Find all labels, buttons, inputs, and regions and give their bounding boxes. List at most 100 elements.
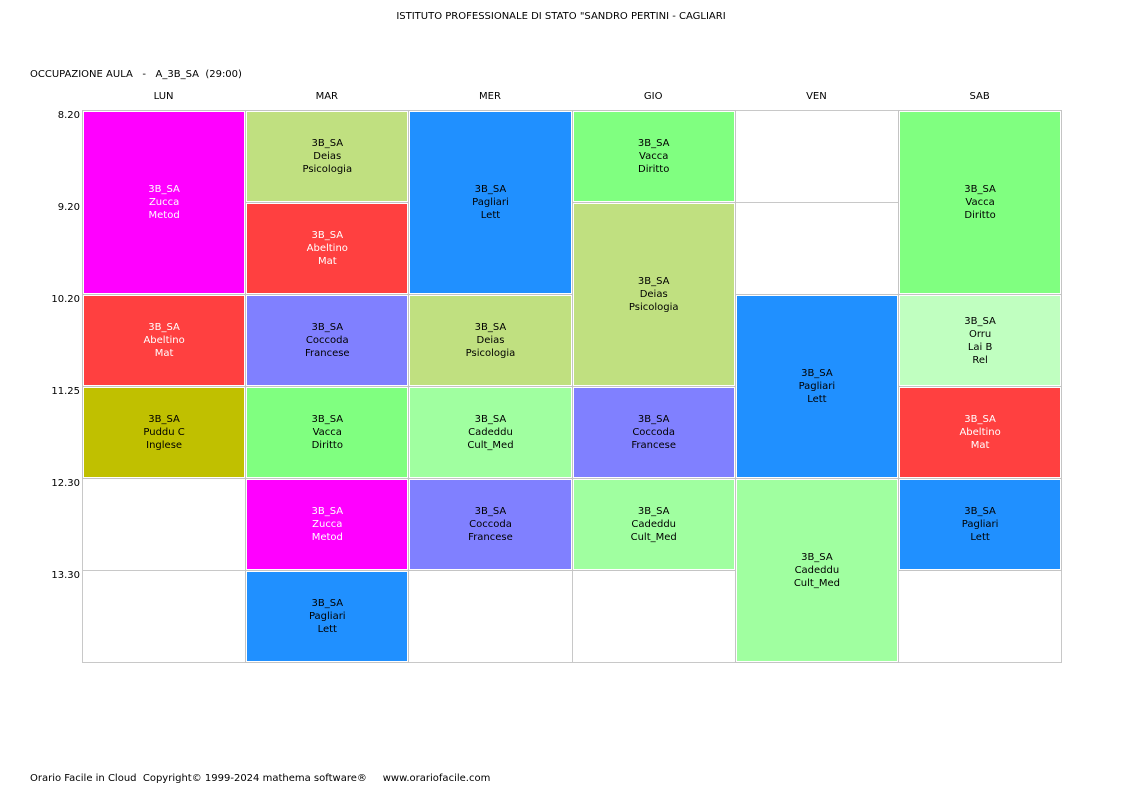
lesson-block[interactable]: 3B_SA Pagliari Lett xyxy=(408,110,573,295)
lesson-subject: Francese xyxy=(304,348,350,359)
grid-column-line xyxy=(408,111,410,663)
lesson-block[interactable]: 3B_SA Cadeddu Cult_Med xyxy=(734,478,899,663)
lesson-teacher: Puddu C xyxy=(143,427,185,438)
lesson-block[interactable]: 3B_SA Zucca Metod xyxy=(81,110,247,295)
lesson-teacher: Orru xyxy=(968,328,992,340)
lesson-teacher: Zucca xyxy=(148,197,180,208)
lesson-subject: Metod xyxy=(311,532,343,543)
lesson-class: 3B_SA xyxy=(474,506,507,517)
lesson-subject: Francese xyxy=(468,532,513,543)
day-header-lun: LUN xyxy=(153,91,174,102)
lesson-class: 3B_SA xyxy=(964,184,996,195)
lesson-class: 3B_SA xyxy=(148,414,180,425)
lesson-subject: Inglese xyxy=(146,440,183,451)
time-label: 8.20 xyxy=(57,110,80,121)
lesson-class: 3B_SA xyxy=(311,138,344,149)
lesson-block[interactable]: 3B_SA Abeltino Mat xyxy=(897,386,1063,479)
lesson-subject: Psicologia xyxy=(628,302,679,313)
lesson-block[interactable]: 3B_SA Deias Psicologia xyxy=(571,202,736,387)
lesson-teacher: Coccoda xyxy=(305,335,349,346)
time-label: 11.25 xyxy=(51,386,80,397)
lesson-teacher: Vacca xyxy=(312,427,342,438)
lesson-class: 3B_SA xyxy=(964,414,996,425)
lesson-block[interactable]: 3B_SA Deias Psicologia xyxy=(245,110,410,203)
lesson-subject: Cult_Med xyxy=(793,578,840,589)
lesson-teacher: Cadeddu xyxy=(631,519,677,530)
lesson-subject: Psicologia xyxy=(302,164,353,175)
lesson-block[interactable]: 3B_SA Vacca Diritto xyxy=(897,110,1063,295)
lesson-block[interactable]: 3B_SA Abeltino Mat xyxy=(81,294,247,387)
lesson-block[interactable]: 3B_SA Vacca Diritto xyxy=(245,386,410,479)
lesson-teacher: Lai B xyxy=(967,341,993,353)
lesson-class: 3B_SA xyxy=(474,184,507,195)
lesson-subject: Psicologia xyxy=(465,348,516,359)
grid-column-line xyxy=(1061,111,1063,663)
lesson-teacher: Cadeddu xyxy=(468,427,513,438)
time-label: 13.30 xyxy=(51,570,80,581)
grid-column-line xyxy=(245,111,247,663)
lesson-class: 3B_SA xyxy=(311,414,344,425)
lesson-teacher: Deias xyxy=(639,289,668,300)
day-header-mer: MER xyxy=(479,91,501,102)
lesson-block[interactable]: 3B_SA Coccoda Francese xyxy=(571,386,736,479)
lesson-subject: Diritto xyxy=(638,164,670,175)
lesson-class: 3B_SA xyxy=(311,230,344,241)
lesson-class: 3B_SA xyxy=(474,322,507,333)
lesson-block[interactable]: 3B_SA Pagliari Lett xyxy=(897,478,1063,571)
lesson-teacher: Pagliari xyxy=(798,381,836,392)
lesson-subject: Francese xyxy=(631,440,676,451)
lesson-block[interactable]: 3B_SA Pagliari Lett xyxy=(245,570,410,663)
lesson-block[interactable]: 3B_SA Coccoda Francese xyxy=(408,478,573,571)
lesson-block[interactable]: 3B_SA Vacca Diritto xyxy=(571,110,736,203)
grid-row-line xyxy=(83,662,1063,663)
lesson-class: 3B_SA xyxy=(637,414,670,425)
time-label: 10.20 xyxy=(51,294,80,305)
lesson-teacher: Coccoda xyxy=(469,519,512,530)
lesson-class: 3B_SA xyxy=(801,368,833,379)
lesson-subject: Cult_Med xyxy=(467,440,514,451)
lesson-class: 3B_SA xyxy=(474,414,507,425)
day-header-gio: GIO xyxy=(643,91,663,102)
lesson-teacher: Abeltino xyxy=(959,427,1001,438)
lesson-teacher: Abeltino xyxy=(143,335,185,346)
lesson-teacher: Pagliari xyxy=(308,611,346,622)
lesson-class: 3B_SA xyxy=(148,184,180,195)
lesson-class: 3B_SA xyxy=(311,598,344,609)
grid-row-line xyxy=(83,202,1063,203)
lesson-teacher: Coccoda xyxy=(632,427,676,438)
grid-column-line xyxy=(734,111,736,663)
timetable-grid: 3B_SA Zucca Metod 3B_SA Abeltino Mat 3B_SA Pudd… xyxy=(81,110,1063,663)
lesson-block[interactable]: 3B_SA Cadeddu Cult_Med xyxy=(571,478,736,571)
lesson-class: 3B_SA xyxy=(637,506,670,517)
lesson-teacher: Vacca xyxy=(965,197,995,208)
grid-column-line xyxy=(898,111,899,663)
day-header-ven: VEN xyxy=(806,91,827,102)
lesson-subject: Mat xyxy=(317,256,337,267)
lesson-block[interactable]: 3B_SA Cadeddu Cult_Med xyxy=(408,386,573,479)
lesson-teacher: Deias xyxy=(476,335,505,346)
lesson-teacher: Zucca xyxy=(312,519,343,530)
footer-copyright: Orario Facile in Cloud Copyright© 1999-2… xyxy=(30,773,491,784)
lesson-teacher: Pagliari xyxy=(961,519,999,530)
lesson-block[interactable]: 3B_SA Coccoda Francese xyxy=(245,294,410,387)
lesson-class: 3B_SA xyxy=(311,322,344,333)
lesson-class: 3B_SA xyxy=(964,315,996,327)
lesson-subject: Lett xyxy=(970,532,990,543)
lesson-block[interactable]: 3B_SA Puddu C Inglese xyxy=(81,386,247,479)
lesson-teacher: Abeltino xyxy=(306,243,348,254)
lesson-subject: Lett xyxy=(317,624,337,635)
lesson-block[interactable]: 3B_SA Orru Lai B Rel xyxy=(897,294,1063,387)
lesson-block[interactable]: 3B_SA Zucca Metod xyxy=(245,478,410,571)
lesson-block[interactable]: 3B_SA Pagliari Lett xyxy=(734,294,899,479)
day-header-sab: SAB xyxy=(969,91,990,102)
lesson-block[interactable]: 3B_SA Deias Psicologia xyxy=(408,294,573,387)
lesson-block[interactable]: 3B_SA Abeltino Mat xyxy=(245,202,410,295)
lesson-teacher: Vacca xyxy=(639,151,669,162)
lesson-class: 3B_SA xyxy=(801,552,833,563)
grid-row-line xyxy=(83,570,1063,571)
lesson-class: 3B_SA xyxy=(637,138,670,149)
lesson-class: 3B_SA xyxy=(311,506,344,517)
lesson-subject: Rel xyxy=(972,354,988,366)
lesson-teacher: Cadeddu xyxy=(794,565,840,576)
lesson-subject: Diritto xyxy=(964,210,996,221)
